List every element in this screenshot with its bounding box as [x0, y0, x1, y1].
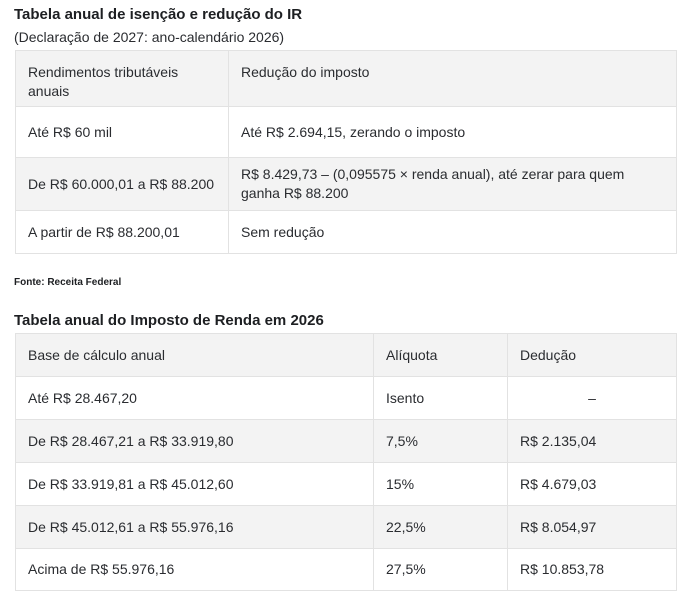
- table-row: Até R$ 28.467,20 Isento –: [15, 376, 677, 420]
- table-cell: R$ 4.679,03: [507, 462, 677, 506]
- table-cell: Até R$ 60 mil: [15, 106, 229, 158]
- exemption-reduction-table: Rendimentos tributáveis anuais Redução d…: [15, 50, 677, 254]
- table-row: Acima de R$ 55.976,16 27,5% R$ 10.853,78: [15, 548, 677, 591]
- income-tax-table-title: Tabela anual do Imposto de Renda em 2026: [14, 312, 324, 329]
- header-cell-base: Base de cálculo anual: [15, 333, 374, 377]
- table-row: De R$ 60.000,01 a R$ 88.200 R$ 8.429,73 …: [15, 157, 677, 211]
- table-cell: Até R$ 2.694,15, zerando o imposto: [228, 106, 677, 158]
- table-cell: R$ 2.135,04: [507, 419, 677, 463]
- table-row: A partir de R$ 88.200,01 Sem redução: [15, 210, 677, 254]
- table-row: De R$ 45.012,61 a R$ 55.976,16 22,5% R$ …: [15, 505, 677, 549]
- table-cell: A partir de R$ 88.200,01: [15, 210, 229, 254]
- table-header-row: Rendimentos tributáveis anuais Redução d…: [15, 50, 677, 107]
- table-cell: De R$ 33.919,81 a R$ 45.012,60: [15, 462, 374, 506]
- exemption-table-subtitle: (Declaração de 2027: ano-calendário 2026…: [14, 29, 285, 45]
- header-cell-deduction: Dedução: [507, 333, 677, 377]
- table-cell: R$ 8.429,73 – (0,095575 × renda anual), …: [228, 157, 677, 211]
- table-cell: Isento: [373, 376, 508, 420]
- table-cell: Acima de R$ 55.976,16: [15, 548, 374, 591]
- table-cell: R$ 10.853,78: [507, 548, 677, 591]
- table-cell: De R$ 60.000,01 a R$ 88.200: [15, 157, 229, 211]
- table-row: De R$ 28.467,21 a R$ 33.919,80 7,5% R$ 2…: [15, 419, 677, 463]
- source-note: Fonte: Receita Federal: [14, 277, 122, 288]
- table-header-row: Base de cálculo anual Alíquota Dedução: [15, 333, 677, 377]
- income-tax-table: Base de cálculo anual Alíquota Dedução A…: [15, 333, 677, 591]
- table-cell: 27,5%: [373, 548, 508, 591]
- table-cell: De R$ 28.467,21 a R$ 33.919,80: [15, 419, 374, 463]
- table-row: Até R$ 60 mil Até R$ 2.694,15, zerando o…: [15, 106, 677, 158]
- table-row: De R$ 33.919,81 a R$ 45.012,60 15% R$ 4.…: [15, 462, 677, 506]
- table-cell: R$ 8.054,97: [507, 505, 677, 549]
- table-cell: Até R$ 28.467,20: [15, 376, 374, 420]
- table-cell: –: [507, 376, 677, 420]
- exemption-table-title: Tabela anual de isenção e redução do IR: [14, 6, 303, 23]
- table-cell: De R$ 45.012,61 a R$ 55.976,16: [15, 505, 374, 549]
- table-cell: 22,5%: [373, 505, 508, 549]
- header-cell-rate: Alíquota: [373, 333, 508, 377]
- table-cell: 7,5%: [373, 419, 508, 463]
- table-cell: 15%: [373, 462, 508, 506]
- table-cell: Sem redução: [228, 210, 677, 254]
- header-cell-reduction: Redução do imposto: [228, 50, 677, 107]
- header-cell-income: Rendimentos tributáveis anuais: [15, 50, 229, 107]
